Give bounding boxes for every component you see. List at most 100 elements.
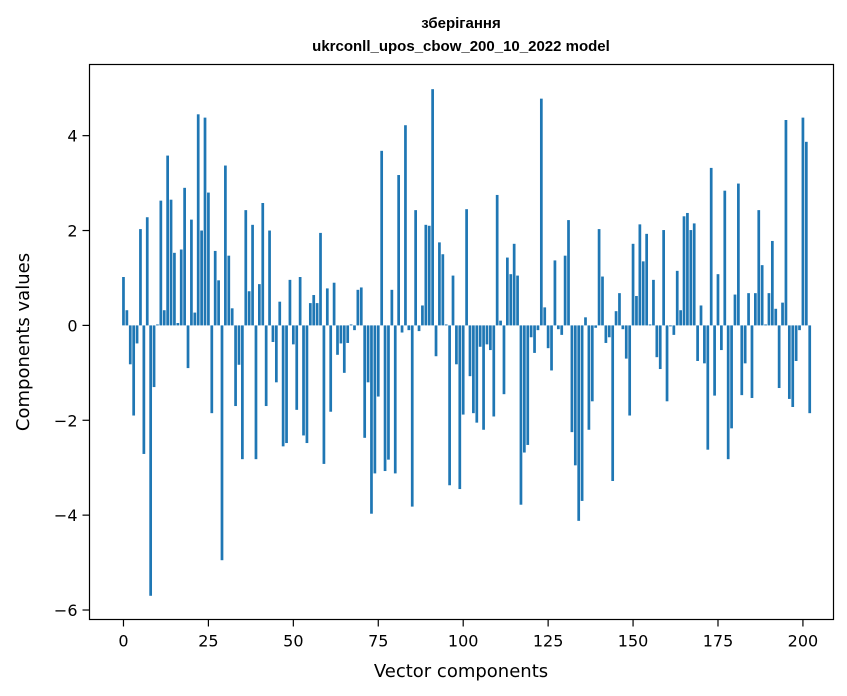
bar-38 <box>251 224 254 326</box>
bar-23 <box>200 230 203 326</box>
bar-173 <box>709 167 713 326</box>
bar-53 <box>302 325 305 436</box>
bar-131 <box>567 220 570 326</box>
bar-72 <box>366 325 370 383</box>
bar-105 <box>478 325 482 347</box>
bar-92 <box>434 325 438 357</box>
bar-151 <box>635 295 638 326</box>
bar-44 <box>271 325 275 342</box>
bar-124 <box>543 307 547 326</box>
bar-189 <box>764 324 767 326</box>
bar-101 <box>465 209 468 326</box>
bar-48 <box>285 325 288 444</box>
bar-140 <box>597 229 601 326</box>
bar-78 <box>387 325 390 460</box>
bar-79 <box>390 289 394 326</box>
x-tick-label-125: 125 <box>533 632 564 651</box>
bar-0 <box>122 277 125 326</box>
x-tick-label-100: 100 <box>448 632 479 651</box>
bar-180 <box>733 294 737 326</box>
bar-192 <box>774 308 778 326</box>
bar-3 <box>132 325 136 416</box>
bar-69 <box>356 289 360 326</box>
bar-33 <box>234 325 237 407</box>
bar-171 <box>703 325 706 364</box>
bar-185 <box>750 325 754 398</box>
bar-104 <box>475 325 479 423</box>
bar-40 <box>258 284 261 326</box>
bar-202 <box>808 325 812 414</box>
bar-95 <box>444 324 448 326</box>
bar-126 <box>550 325 553 371</box>
bar-135 <box>580 325 584 501</box>
bar-194 <box>781 302 784 326</box>
bar-113 <box>506 257 509 326</box>
bar-29 <box>220 325 224 561</box>
bar-181 <box>737 183 740 326</box>
bar-2 <box>128 325 132 365</box>
bar-90 <box>427 225 431 326</box>
bar-186 <box>754 293 757 326</box>
bar-158 <box>658 325 662 370</box>
bar-32 <box>230 308 234 326</box>
bar-146 <box>618 293 621 326</box>
bar-133 <box>573 325 577 466</box>
bar-112 <box>502 325 506 395</box>
bar-30 <box>224 165 227 326</box>
bar-144 <box>611 325 615 481</box>
bar-1 <box>125 310 129 326</box>
x-tick-label-75: 75 <box>368 632 388 651</box>
bar-94 <box>441 254 445 326</box>
x-axis: 0 25 50 75 100 125 150 175 200 <box>118 619 818 651</box>
bar-170 <box>699 305 703 326</box>
bar-46 <box>278 301 282 326</box>
bar-68 <box>353 325 356 331</box>
bar-36 <box>244 210 248 326</box>
x-tick-label-0: 0 <box>118 632 128 651</box>
bar-75 <box>376 325 380 397</box>
bar-128 <box>556 325 560 330</box>
bar-9 <box>152 325 156 388</box>
bar-63 <box>336 325 339 355</box>
bar-110 <box>495 194 499 326</box>
bar-17 <box>179 249 183 326</box>
bar-100 <box>461 325 465 415</box>
bar-122 <box>536 325 540 331</box>
bar-6 <box>142 325 146 454</box>
bar-18 <box>183 187 186 326</box>
bar-160 <box>665 325 669 402</box>
bar-150 <box>631 243 635 326</box>
bar-198 <box>794 325 798 361</box>
bar-118 <box>522 325 526 453</box>
bar-166 <box>686 212 689 326</box>
y-tick-label-4: 4 <box>67 127 77 146</box>
bar-87 <box>417 325 421 332</box>
bar-67 <box>349 324 353 326</box>
bar-8 <box>149 325 153 596</box>
bar-7 <box>145 217 149 326</box>
bar-152 <box>638 224 642 326</box>
bar-99 <box>458 325 462 490</box>
bar-153 <box>641 261 645 326</box>
bar-22 <box>196 114 200 326</box>
bar-117 <box>519 325 523 505</box>
bar-66 <box>346 325 350 343</box>
bar-191 <box>770 240 774 326</box>
bar-13 <box>166 155 169 326</box>
bar-80 <box>393 325 397 474</box>
y-tick-label--6: −6 <box>54 601 78 620</box>
bar-85 <box>410 325 414 507</box>
bar-115 <box>512 243 516 326</box>
bar-106 <box>482 325 485 430</box>
bar-73 <box>370 325 373 514</box>
y-axis-label: Components values <box>13 253 34 431</box>
bar-188 <box>760 265 764 326</box>
bar-97 <box>451 275 455 326</box>
bar-37 <box>247 291 251 326</box>
bar-167 <box>689 230 693 326</box>
x-tick-label-175: 175 <box>703 632 734 651</box>
bar-77 <box>383 325 387 472</box>
bar-169 <box>696 325 699 361</box>
bar-89 <box>424 224 428 326</box>
